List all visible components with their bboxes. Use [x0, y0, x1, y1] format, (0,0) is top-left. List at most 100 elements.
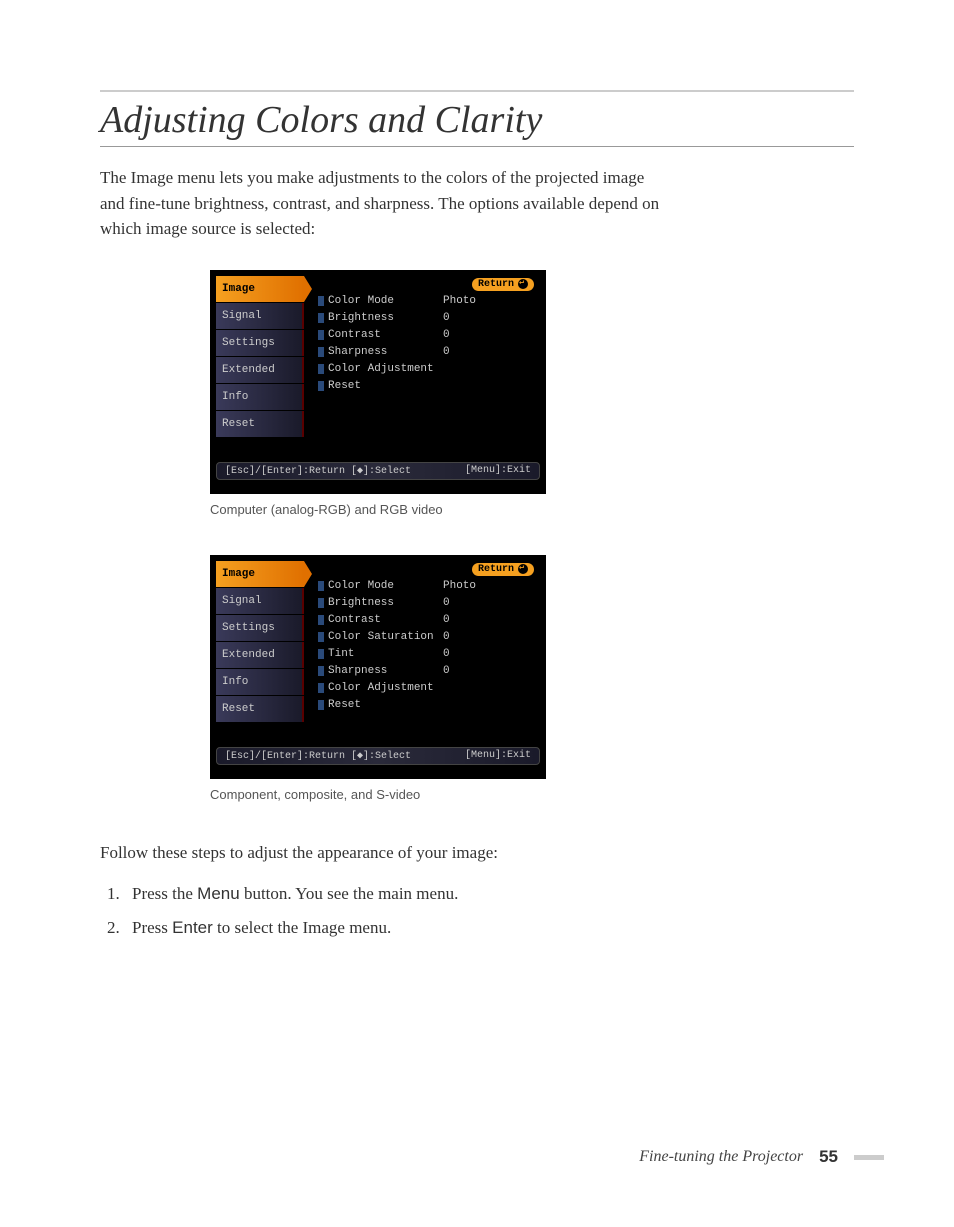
option-label: Brightness — [328, 597, 443, 609]
sidebar-item-image[interactable]: Image — [216, 561, 304, 587]
sidebar-item-info[interactable]: Info — [216, 669, 304, 695]
option-row[interactable]: Color ModePhoto — [318, 579, 534, 594]
option-bullet — [318, 666, 324, 676]
footer-page-number: 55 — [819, 1147, 838, 1167]
caption-2: Component, composite, and S-video — [210, 787, 854, 802]
option-row[interactable]: Brightness0 — [318, 596, 534, 611]
option-bullet — [318, 581, 324, 591]
option-value: 0 — [443, 597, 450, 609]
sidebar-item-settings[interactable]: Settings — [216, 615, 304, 641]
option-bullet — [318, 313, 324, 323]
footer-left: [Esc]/[Enter]:Return [◆]:Select — [225, 465, 411, 477]
option-row[interactable]: Tint0 — [318, 647, 534, 662]
option-bullet — [318, 296, 324, 306]
top-rule — [100, 90, 854, 92]
option-bullet — [318, 381, 324, 391]
page-title: Adjusting Colors and Clarity — [100, 98, 854, 147]
footer-left: [Esc]/[Enter]:Return [◆]:Select — [225, 750, 411, 762]
option-label: Reset — [328, 380, 443, 392]
sidebar-item-extended[interactable]: Extended — [216, 642, 304, 668]
option-label: Sharpness — [328, 346, 443, 358]
option-value: 0 — [443, 329, 450, 341]
osd-options: Color ModePhotoBrightness0Contrast0Color… — [318, 579, 534, 713]
option-value: Photo — [443, 295, 476, 307]
step-item: Press the Menu button. You see the main … — [124, 877, 854, 911]
osd-footer: [Esc]/[Enter]:Return [◆]:Select [Menu]:E… — [216, 462, 540, 480]
option-bullet — [318, 632, 324, 642]
option-bullet — [318, 598, 324, 608]
option-label: Contrast — [328, 614, 443, 626]
option-value: 0 — [443, 614, 450, 626]
osd-sidebar: ImageSignalSettingsExtendedInfoReset — [216, 561, 304, 739]
option-value: 0 — [443, 312, 450, 324]
osd-menu-2: ImageSignalSettingsExtendedInfoReset Ret… — [210, 555, 854, 779]
option-row[interactable]: Contrast0 — [318, 328, 534, 343]
option-row[interactable]: Color Adjustment — [318, 681, 534, 696]
option-bullet — [318, 615, 324, 625]
sidebar-item-info[interactable]: Info — [216, 384, 304, 410]
option-bullet — [318, 700, 324, 710]
return-label: Return — [478, 279, 514, 290]
option-row[interactable]: Reset — [318, 379, 534, 394]
option-label: Contrast — [328, 329, 443, 341]
option-value: Photo — [443, 580, 476, 592]
enter-icon — [518, 564, 528, 574]
footer-right: [Menu]:Exit — [465, 465, 531, 477]
option-label: Color Mode — [328, 580, 443, 592]
sidebar-item-signal[interactable]: Signal — [216, 588, 304, 614]
sidebar-item-reset[interactable]: Reset — [216, 411, 304, 437]
caption-1: Computer (analog-RGB) and RGB video — [210, 502, 854, 517]
option-bullet — [318, 683, 324, 693]
option-label: Color Adjustment — [328, 682, 443, 694]
option-label: Tint — [328, 648, 443, 660]
option-row[interactable]: Sharpness0 — [318, 664, 534, 679]
option-row[interactable]: Color Saturation0 — [318, 630, 534, 645]
option-row[interactable]: Sharpness0 — [318, 345, 534, 360]
return-button[interactable]: Return — [472, 278, 534, 291]
option-value: 0 — [443, 648, 450, 660]
sidebar-item-extended[interactable]: Extended — [216, 357, 304, 383]
option-bullet — [318, 330, 324, 340]
step-item: Press Enter to select the Image menu. — [124, 911, 854, 945]
step-text: Press — [132, 918, 172, 937]
option-row[interactable]: Color ModePhoto — [318, 294, 534, 309]
option-value: 0 — [443, 631, 450, 643]
button-name: Menu — [197, 884, 240, 903]
step-text: button. You see the main menu. — [240, 884, 459, 903]
footer-section: Fine-tuning the Projector — [639, 1148, 803, 1166]
sidebar-item-signal[interactable]: Signal — [216, 303, 304, 329]
option-label: Brightness — [328, 312, 443, 324]
sidebar-item-image[interactable]: Image — [216, 276, 304, 302]
enter-icon — [518, 279, 528, 289]
sidebar-item-reset[interactable]: Reset — [216, 696, 304, 722]
option-bullet — [318, 649, 324, 659]
step-text: to select the Image menu. — [213, 918, 391, 937]
option-label: Color Mode — [328, 295, 443, 307]
option-row[interactable]: Reset — [318, 698, 534, 713]
page-footer: Fine-tuning the Projector 55 — [639, 1147, 884, 1167]
intro-paragraph: The Image menu lets you make adjustments… — [100, 165, 660, 242]
option-row[interactable]: Brightness0 — [318, 311, 534, 326]
return-label: Return — [478, 564, 514, 575]
osd-footer: [Esc]/[Enter]:Return [◆]:Select [Menu]:E… — [216, 747, 540, 765]
option-value: 0 — [443, 665, 450, 677]
option-row[interactable]: Contrast0 — [318, 613, 534, 628]
footer-bar — [854, 1155, 884, 1160]
footer-right: [Menu]:Exit — [465, 750, 531, 762]
follow-paragraph: Follow these steps to adjust the appeara… — [100, 840, 660, 866]
return-button[interactable]: Return — [472, 563, 534, 576]
osd-options: Color ModePhotoBrightness0Contrast0Sharp… — [318, 294, 534, 394]
option-label: Reset — [328, 699, 443, 711]
option-value: 0 — [443, 346, 450, 358]
option-label: Sharpness — [328, 665, 443, 677]
option-bullet — [318, 364, 324, 374]
button-name: Enter — [172, 918, 213, 937]
option-label: Color Saturation — [328, 631, 443, 643]
option-row[interactable]: Color Adjustment — [318, 362, 534, 377]
step-list: Press the Menu button. You see the main … — [124, 877, 854, 945]
osd-menu-1: ImageSignalSettingsExtendedInfoReset Ret… — [210, 270, 854, 494]
step-text: Press the — [132, 884, 197, 903]
sidebar-item-settings[interactable]: Settings — [216, 330, 304, 356]
osd-sidebar: ImageSignalSettingsExtendedInfoReset — [216, 276, 304, 454]
option-label: Color Adjustment — [328, 363, 443, 375]
